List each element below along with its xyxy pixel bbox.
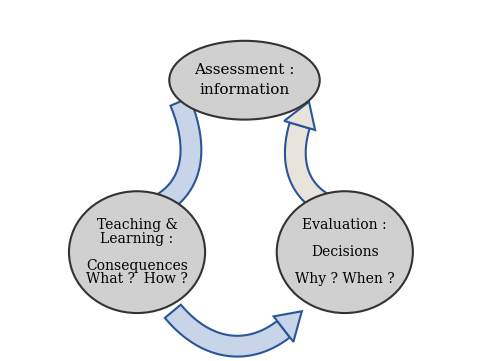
Text: Decisions: Decisions xyxy=(310,245,378,259)
Text: Teaching &: Teaching & xyxy=(97,218,177,232)
Text: Why ? When ?: Why ? When ? xyxy=(294,272,394,286)
Text: information: information xyxy=(199,83,289,97)
Polygon shape xyxy=(125,98,201,225)
Text: Consequences: Consequences xyxy=(86,259,187,273)
Polygon shape xyxy=(284,102,314,130)
Polygon shape xyxy=(285,122,380,227)
Polygon shape xyxy=(273,311,301,342)
Text: Evaluation :: Evaluation : xyxy=(302,218,386,232)
Polygon shape xyxy=(101,199,129,231)
Ellipse shape xyxy=(69,191,204,313)
Ellipse shape xyxy=(276,191,412,313)
Ellipse shape xyxy=(169,41,319,119)
Polygon shape xyxy=(164,305,289,357)
Text: Learning :: Learning : xyxy=(100,231,173,245)
Text: What ?  How ?: What ? How ? xyxy=(86,272,187,286)
Text: Assessment :: Assessment : xyxy=(194,63,294,77)
